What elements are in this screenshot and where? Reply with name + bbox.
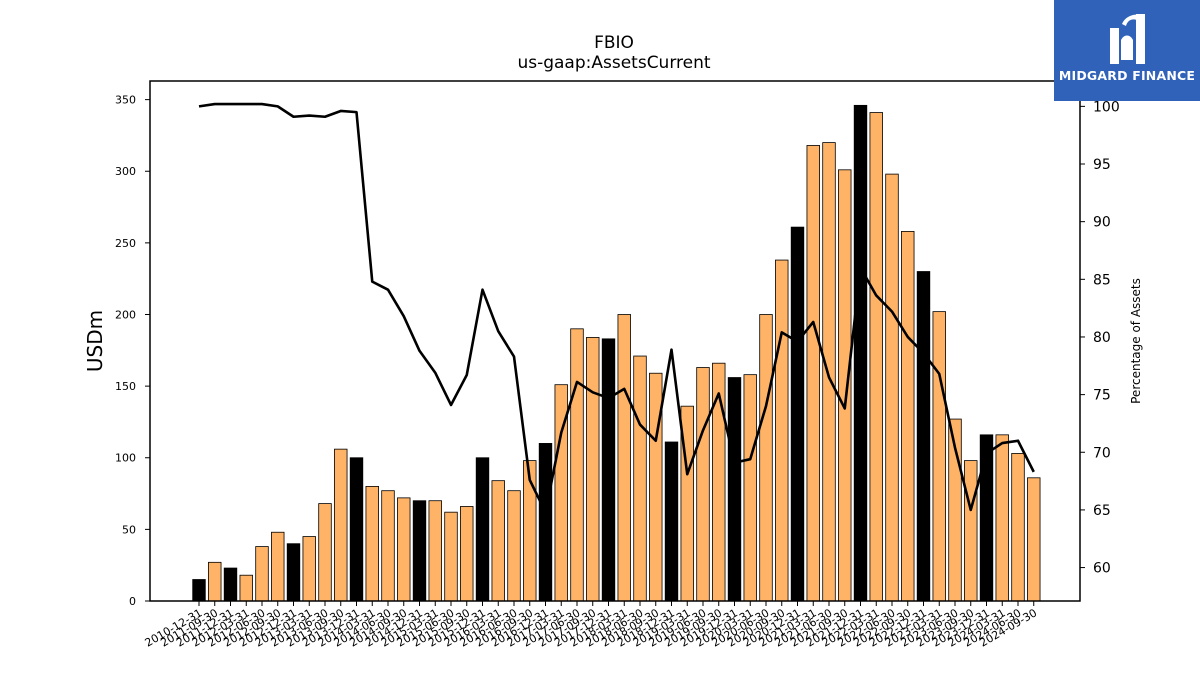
bar [649, 372, 663, 602]
y2-tick-label: 70 [1093, 445, 1111, 461]
y-axis-label: USDm [83, 310, 107, 372]
bar [302, 536, 316, 602]
midgard-logo-icon [1110, 14, 1145, 64]
bar [601, 338, 616, 602]
y-tick-label: 150 [115, 380, 136, 393]
y-tick-label: 300 [115, 165, 136, 178]
y2-tick-label: 80 [1093, 330, 1111, 346]
bar [381, 490, 395, 602]
y-axis-right: 60 65 70 75 80 85 90 95 100 [1080, 99, 1120, 577]
bar [979, 434, 994, 602]
bar [491, 480, 505, 602]
y2-tick-label: 60 [1093, 561, 1111, 577]
bar [964, 460, 978, 602]
x-axis: 2010-12-312011-09-302011-12-312012-03-31… [143, 601, 1039, 650]
chart-subtitle: us-gaap:AssetsCurrent [517, 53, 710, 73]
bar [916, 271, 931, 602]
y-tick-label: 200 [115, 308, 136, 321]
bar [208, 561, 222, 602]
bar [239, 574, 253, 602]
bars-layer [192, 104, 1041, 602]
bar [271, 531, 285, 602]
y2-tick-label: 65 [1093, 503, 1111, 519]
y2-axis-label: Percentage of Assets [1129, 278, 1143, 404]
bar [1027, 477, 1041, 602]
bar [1011, 453, 1025, 602]
bar [775, 259, 789, 602]
chart-title: FBIO [594, 33, 634, 53]
bar [365, 485, 379, 602]
y2-tick-label: 90 [1093, 215, 1111, 231]
bar [727, 377, 742, 602]
y-tick-label: 350 [115, 94, 136, 107]
bar [570, 328, 584, 602]
y-tick-label: 0 [129, 595, 136, 608]
bar [853, 104, 868, 602]
bar [633, 355, 647, 602]
y-tick-label: 50 [122, 523, 136, 536]
bar [743, 374, 757, 602]
bar [460, 506, 474, 602]
bar [995, 434, 1009, 602]
bar [192, 579, 206, 602]
bar [412, 500, 427, 602]
bar [885, 173, 899, 602]
bar [586, 337, 600, 602]
bar [507, 490, 521, 602]
y2-tick-label: 85 [1093, 272, 1111, 288]
bar [349, 457, 364, 602]
brand-name: MIDGARD FINANCE [1058, 68, 1196, 83]
y2-tick-label: 95 [1093, 157, 1111, 173]
bar [806, 145, 820, 602]
bar [318, 503, 332, 602]
bar [617, 314, 631, 602]
y-axis-left: 0 50 100 150 200 250 300 350 [115, 94, 150, 608]
line-layer [198, 102, 1035, 514]
y-tick-label: 100 [115, 452, 136, 465]
bar [838, 169, 852, 602]
y2-tick-label: 75 [1093, 388, 1111, 404]
bar [223, 567, 238, 602]
bar [822, 142, 836, 602]
percentage-line [198, 102, 1035, 514]
plot-frame [149, 80, 1081, 602]
bar [428, 500, 442, 602]
bar [696, 367, 710, 602]
bar [444, 511, 458, 602]
bar [901, 231, 915, 602]
bar [664, 441, 679, 602]
bar [255, 546, 269, 602]
y-tick-label: 250 [115, 237, 136, 250]
bar [397, 497, 411, 602]
bar [334, 448, 348, 602]
bar [538, 443, 553, 602]
bar [475, 457, 490, 602]
brand-logo: MIDGARD FINANCE [1054, 0, 1200, 101]
bar [759, 314, 773, 602]
y2-tick-label: 100 [1093, 99, 1120, 115]
bar [286, 543, 301, 602]
bar [932, 311, 946, 602]
bar [790, 226, 805, 602]
bar [869, 112, 883, 602]
